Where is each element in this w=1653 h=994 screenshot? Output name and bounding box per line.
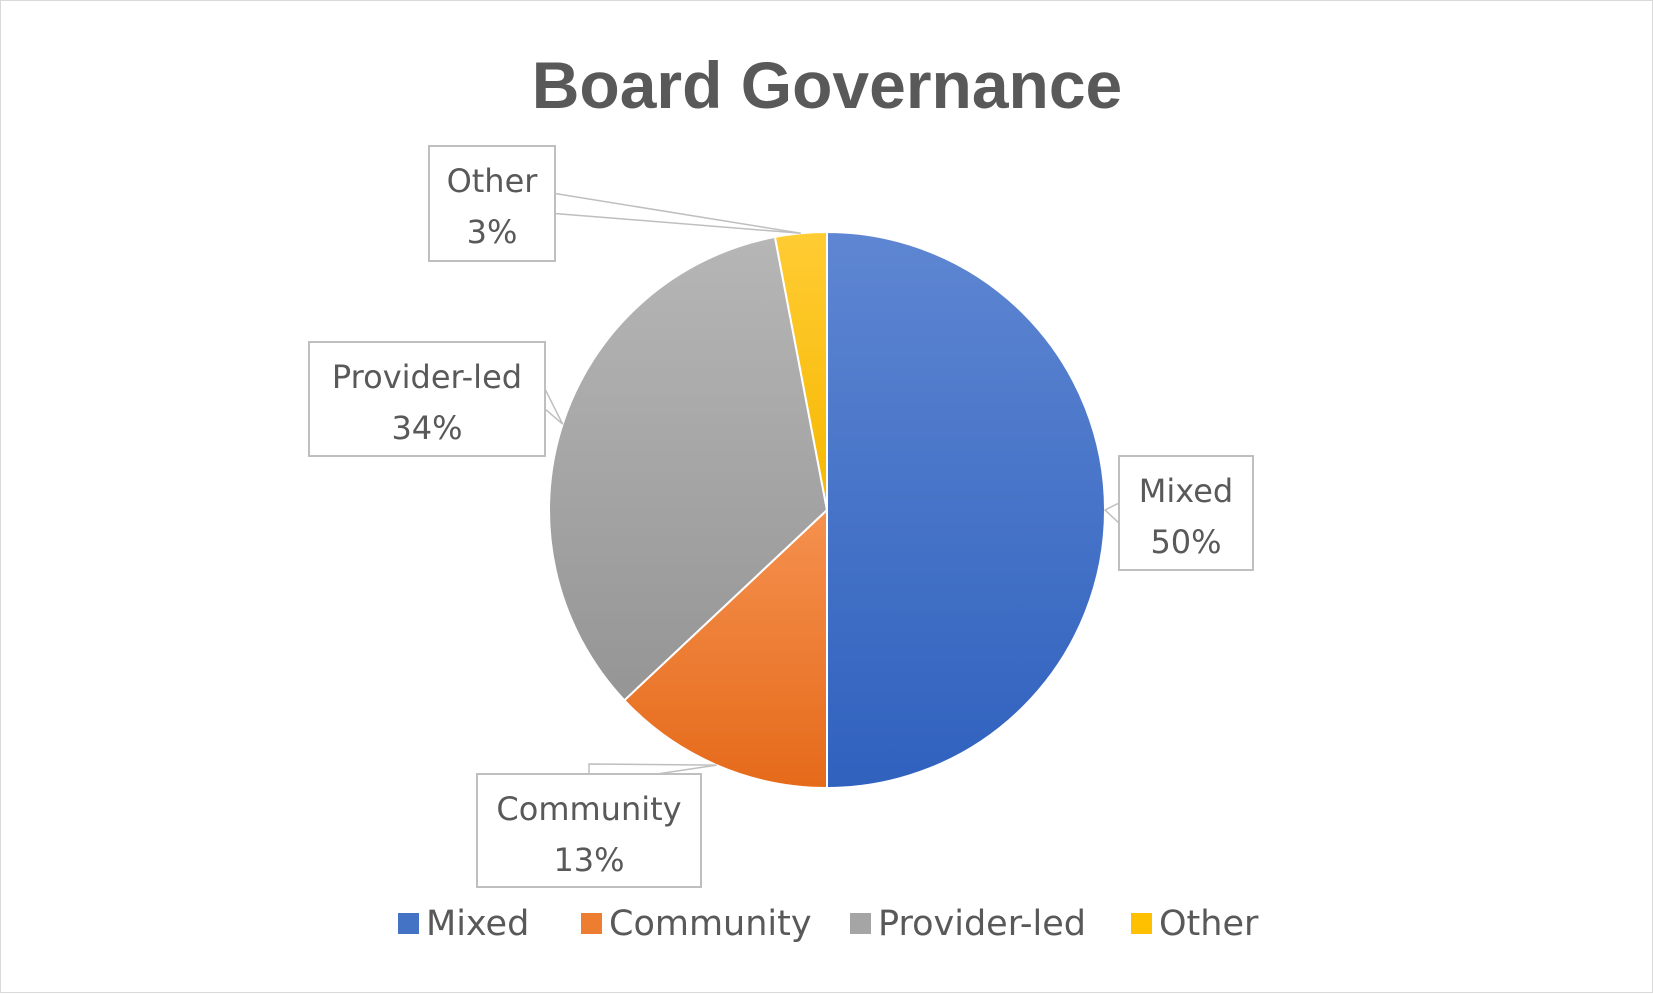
data-label-category: Community (496, 790, 681, 828)
legend-label: Other (1159, 904, 1259, 944)
legend-label: Provider-led (878, 904, 1086, 944)
data-label-provider-led: Provider-led 34% (308, 341, 564, 457)
legend-swatch (581, 913, 602, 934)
data-label-category: Provider-led (332, 358, 522, 396)
chart-title: Board Governance (532, 48, 1123, 122)
callout-box-fill (430, 147, 554, 260)
data-label-callouts: Mixed 50% Community 13% Provider-led 34% Other… (308, 145, 1254, 888)
legend: Mixed Community Provider-led Other (398, 904, 1259, 944)
legend-item-community: Community (581, 904, 812, 944)
legend-swatch (398, 913, 419, 934)
data-label-category: Mixed (1139, 472, 1233, 510)
callout-leader (1103, 501, 1120, 525)
legend-label: Community (609, 904, 812, 944)
pie-slice-mixed (826, 230, 1106, 790)
legend-swatch (850, 913, 871, 934)
callout-box-fill (478, 775, 700, 886)
data-label-percent: 34% (391, 409, 462, 447)
data-label-percent: 50% (1150, 523, 1221, 561)
legend-label: Mixed (426, 904, 529, 944)
callout-leader (554, 192, 801, 234)
legend-swatch (1131, 913, 1152, 934)
legend-item-provider-led: Provider-led (850, 904, 1086, 944)
legend-item-other: Other (1131, 904, 1259, 944)
callout-box-fill (310, 343, 544, 455)
data-label-category: Other (447, 162, 539, 200)
data-label-percent: 13% (553, 841, 624, 879)
callout-leader (544, 388, 564, 425)
data-label-community: Community 13% (476, 763, 717, 888)
data-label-percent: 3% (467, 213, 518, 251)
pie-slices (548, 230, 1106, 790)
legend-item-mixed: Mixed (398, 904, 529, 944)
data-label-other: Other 3% (428, 145, 801, 262)
data-label-mixed: Mixed 50% (1103, 455, 1254, 571)
callout-box-fill (1120, 457, 1252, 569)
